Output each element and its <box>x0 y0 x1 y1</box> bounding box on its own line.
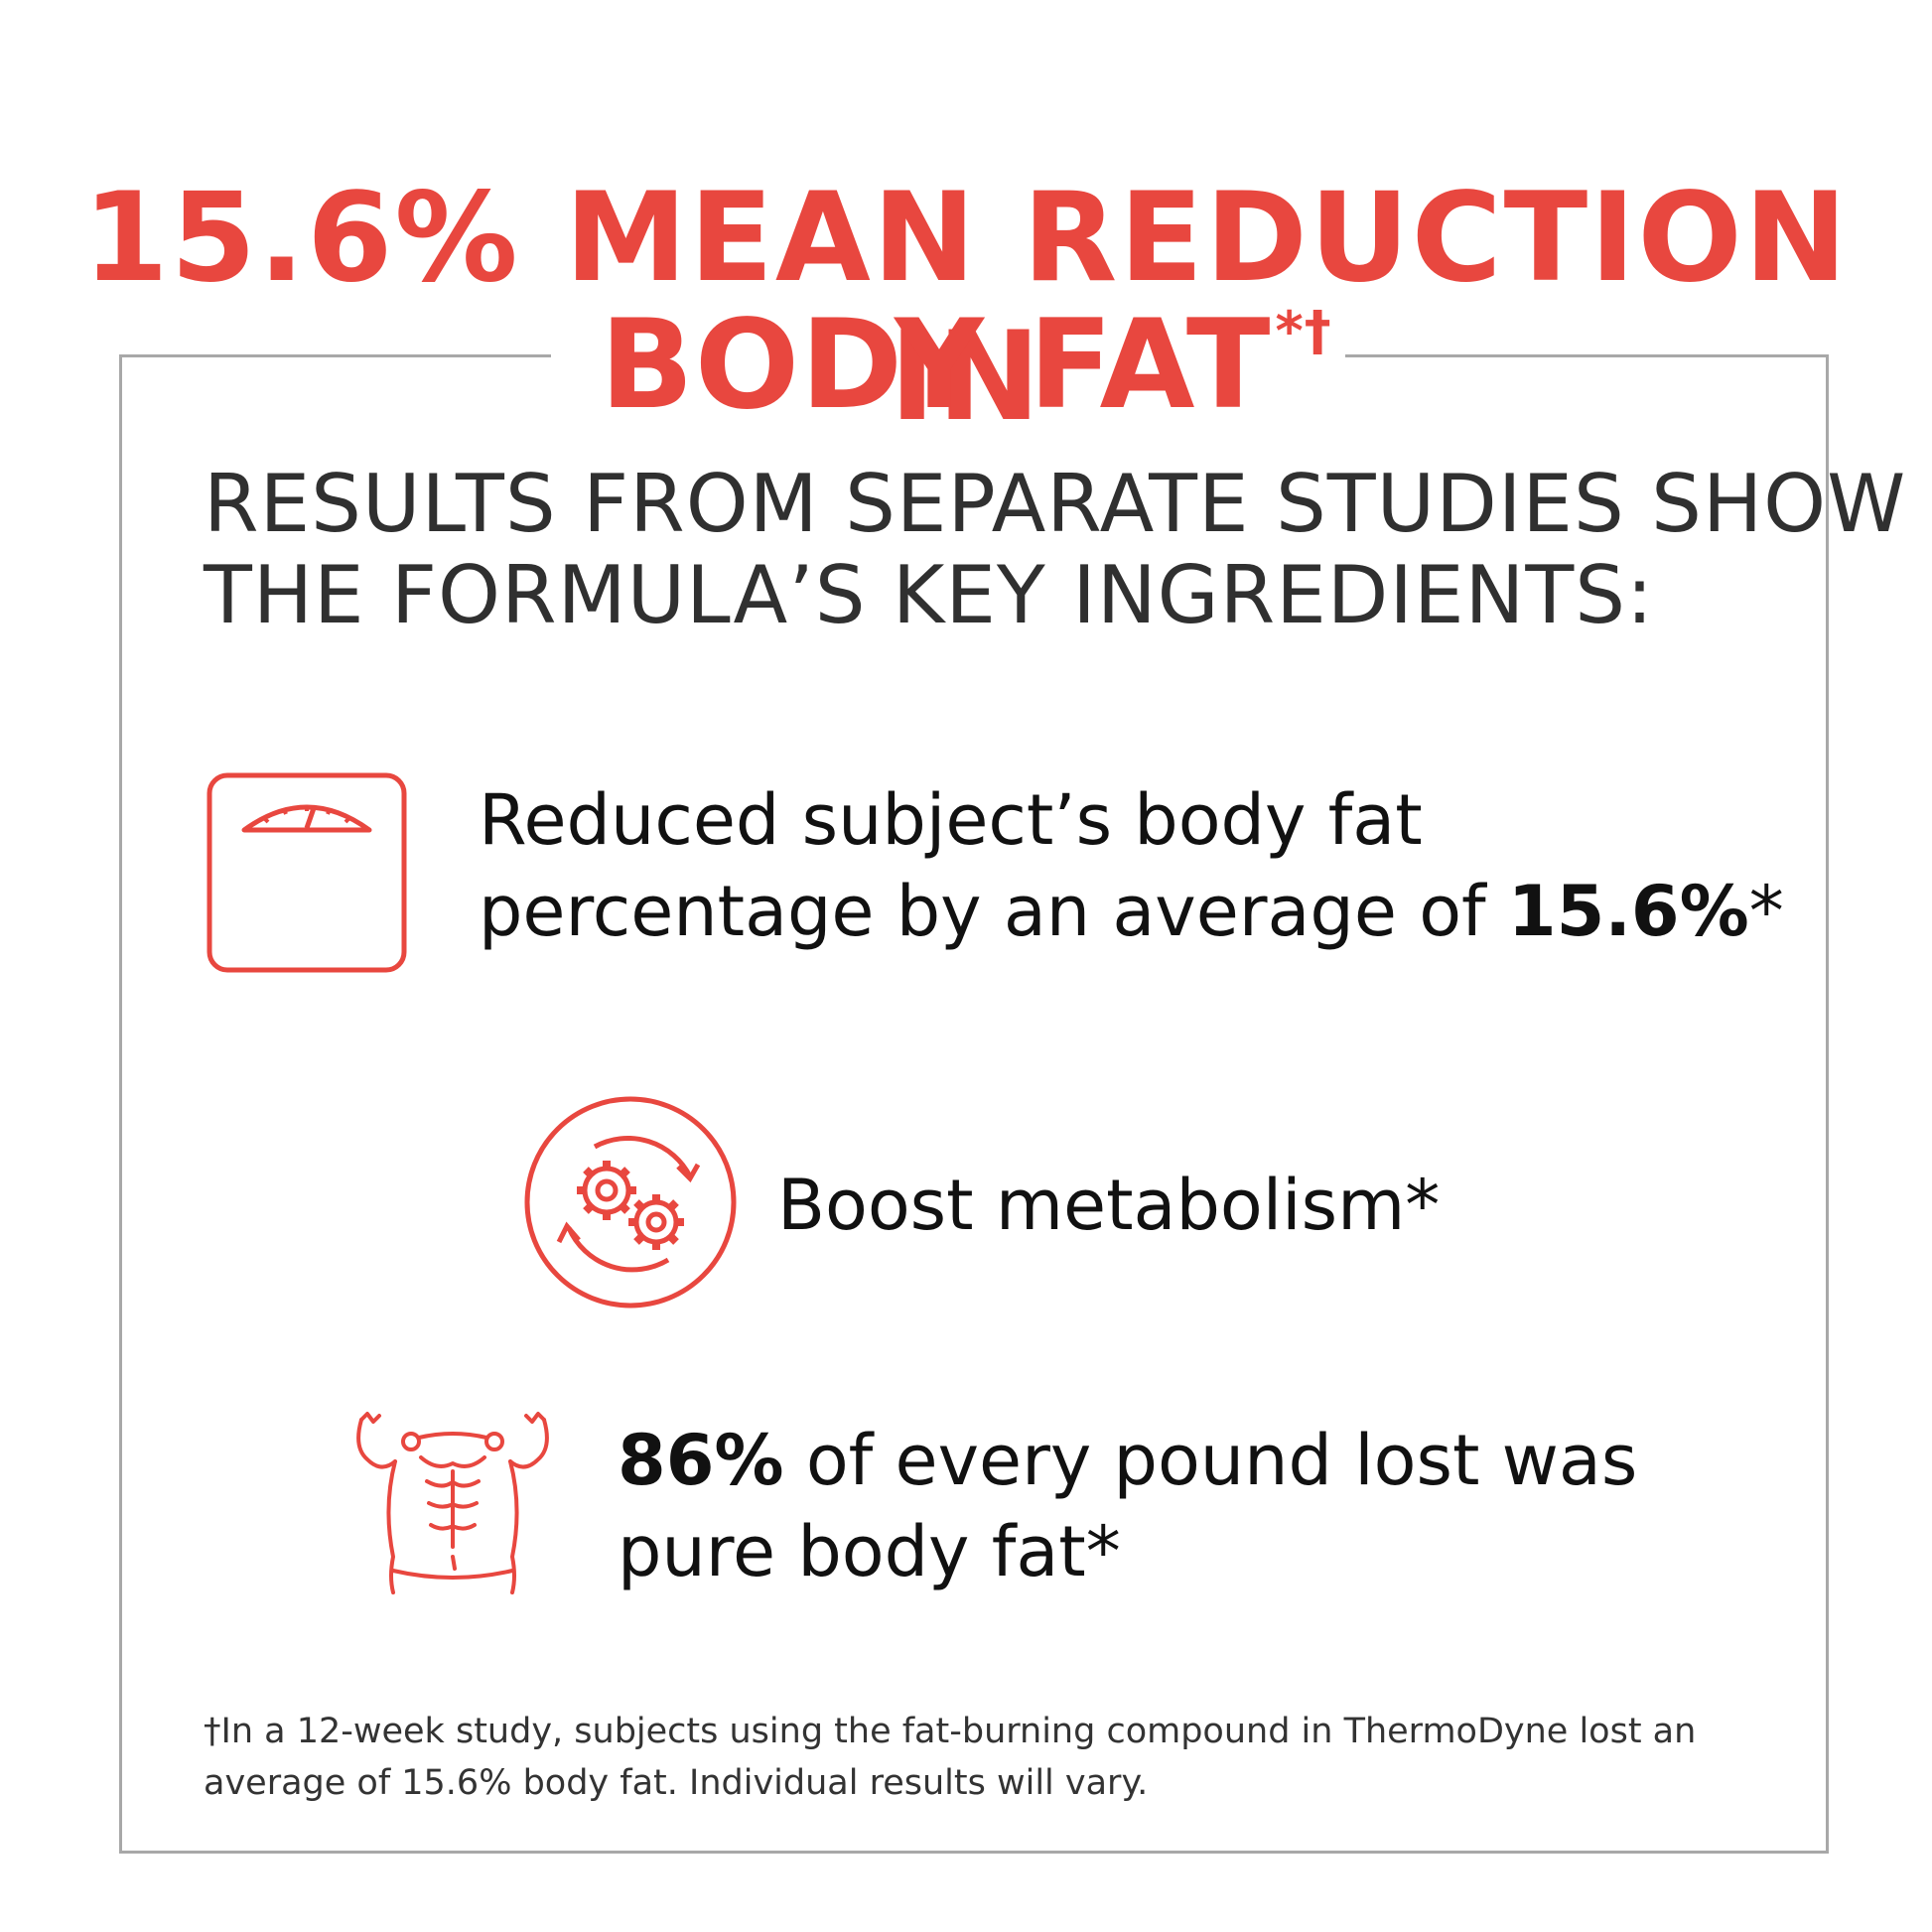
benefit-1-line-2: percentage by an average of 15.6%* <box>479 866 1784 957</box>
benefit-3-line-2: pure body fat* <box>618 1511 1121 1592</box>
headline-footnote-marks: *† <box>1275 300 1332 362</box>
benefit-1-asterisk: * <box>1748 871 1784 952</box>
torso-muscle-icon <box>356 1412 549 1594</box>
footnote: †In a 12-week study, subjects using the … <box>204 1706 1792 1809</box>
benefit-3-line-1-text: of every pound lost was <box>783 1420 1638 1501</box>
benefit-1-line-2-text: percentage by an average of <box>479 871 1508 952</box>
subheading: RESULTS FROM SEPARATE STUDIES SHOW THE F… <box>204 458 1907 641</box>
benefit-body-fat-percentage: Reduced subject’s body fat percentage by… <box>479 774 1784 957</box>
headline-line-2: BODY FAT*† <box>0 296 1932 459</box>
headline-line-1: 15.6% MEAN REDUCTION IN <box>82 167 1850 449</box>
frame-title-gap <box>551 343 1345 372</box>
benefit-boost-metabolism: Boost metabolism* <box>777 1165 1441 1246</box>
benefit-3-percent: 86% <box>618 1420 784 1501</box>
headline-body-fat: BODY FAT <box>600 294 1272 437</box>
benefit-pure-body-fat: 86% of every pound lost was pure body fa… <box>618 1415 1637 1597</box>
footnote-line-1: †In a 12-week study, subjects using the … <box>204 1712 1697 1751</box>
subheading-line-1: RESULTS FROM SEPARATE STUDIES SHOW <box>204 458 1907 550</box>
benefit-1-line-1: Reduced subject’s body fat <box>479 779 1423 861</box>
benefit-3-line-1: 86% of every pound lost was <box>618 1415 1637 1506</box>
subheading-line-2: THE FORMULA’S KEY INGREDIENTS: <box>204 549 1654 641</box>
footnote-line-2: average of 15.6% body fat. Individual re… <box>204 1763 1149 1803</box>
metabolism-gears-icon <box>524 1096 737 1309</box>
scale-icon <box>207 772 407 973</box>
benefit-1-percent: 15.6% <box>1507 871 1749 952</box>
